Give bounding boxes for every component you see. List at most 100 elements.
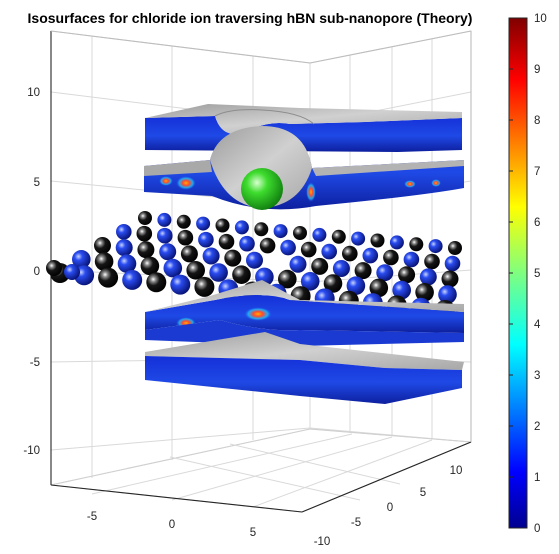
nitrogen-atom <box>234 220 249 235</box>
nitrogen-atom <box>362 247 379 264</box>
nitrogen-atom <box>392 280 412 300</box>
nitrogen-atom <box>117 254 137 273</box>
boron-atom <box>293 226 307 240</box>
boron-atom <box>98 267 119 288</box>
nitrogen-atom <box>115 239 133 257</box>
boron-atom <box>300 241 317 258</box>
nitrogen-atom <box>321 243 338 260</box>
nitrogen-atom <box>273 224 288 239</box>
boron-atom <box>259 237 276 254</box>
boron-atom <box>46 260 62 276</box>
colorbar-tick-label: 5 <box>534 268 540 280</box>
z-tick-label: 5 <box>34 177 40 189</box>
nitrogen-atom <box>403 251 420 268</box>
nitrogen-atom <box>444 255 461 272</box>
boron-atom <box>278 269 297 289</box>
boron-atom <box>146 272 167 293</box>
boron-atom <box>136 225 153 242</box>
boron-atom <box>409 237 424 252</box>
colorbar-tick-label: 7 <box>534 166 540 178</box>
y-axis-ticks: -10 -5 0 5 10 <box>314 465 463 548</box>
x-tick-label: 5 <box>250 527 256 539</box>
y-tick-label: -5 <box>351 517 361 529</box>
colorbar-tick-label: 2 <box>534 421 540 433</box>
boron-atom <box>254 222 269 237</box>
nitrogen-atom <box>170 274 191 295</box>
boron-atom <box>180 245 198 263</box>
boron-atom <box>218 233 235 250</box>
boron-atom <box>224 249 242 267</box>
nitrogen-atom <box>351 231 366 246</box>
boron-atom <box>177 229 194 246</box>
nitrogen-atom <box>159 243 177 261</box>
nitrogen-atom <box>428 239 443 254</box>
z-tick-label: -5 <box>30 357 40 369</box>
boron-atom <box>342 245 358 262</box>
nitrogen-atom <box>312 227 327 242</box>
z-tick-label: 0 <box>34 266 40 278</box>
boron-atom <box>311 257 329 275</box>
colorbar-tick-label: 4 <box>534 319 541 331</box>
nitrogen-atom <box>72 249 91 269</box>
colorbar-tick-label: 8 <box>534 115 540 127</box>
y-tick-label: 10 <box>450 465 463 477</box>
boron-atom <box>424 253 440 270</box>
boron-atom <box>137 241 155 259</box>
boron-atom <box>448 241 462 255</box>
boron-atom <box>370 233 385 248</box>
boron-atom <box>354 262 372 280</box>
nitrogen-atom <box>280 239 296 256</box>
z-tick-label: 10 <box>27 87 40 99</box>
boron-atom <box>232 265 251 285</box>
lower-slab-lower <box>145 332 464 404</box>
nitrogen-atom <box>438 285 457 304</box>
boron-atom <box>215 218 230 233</box>
nitrogen-atom <box>196 216 211 231</box>
axes-edges <box>50 30 472 513</box>
boron-atom <box>94 252 114 271</box>
boron-atom <box>331 229 346 244</box>
boron-atom <box>138 211 152 225</box>
boron-atom <box>94 237 111 254</box>
y-tick-label: 5 <box>420 487 426 499</box>
y-tick-label: 0 <box>387 502 393 514</box>
boron-atom <box>140 256 160 276</box>
boron-atom <box>441 270 459 288</box>
boron-atom <box>194 276 215 297</box>
nitrogen-atom <box>116 224 132 240</box>
nitrogen-atom <box>332 260 350 277</box>
y-tick-label: -10 <box>314 536 331 548</box>
nitrogen-atom <box>239 235 255 252</box>
nitrogen-atom <box>376 264 394 282</box>
hbn-monolayer <box>46 211 462 320</box>
x-tick-label: 0 <box>169 519 175 531</box>
boron-atom <box>415 283 434 302</box>
z-tick-label: -10 <box>23 445 40 457</box>
nitrogen-atom <box>419 268 437 286</box>
nitrogen-atom <box>246 251 263 269</box>
boron-atom <box>398 266 416 284</box>
boron-atom <box>383 249 399 266</box>
boron-atom <box>186 261 205 280</box>
nitrogen-atom <box>289 255 307 273</box>
boron-atom <box>369 278 389 298</box>
nitrogen-atom <box>198 231 214 248</box>
nitrogen-atom <box>346 276 366 296</box>
x-tick-label: -5 <box>87 511 97 523</box>
x-axis-ticks: -5 0 5 <box>87 511 256 539</box>
chart-title: Isosurfaces for chloride ion traversing … <box>27 10 473 26</box>
nitrogen-atom <box>157 227 173 244</box>
z-axis-ticks: 10 5 0 -5 -10 <box>23 87 40 457</box>
nitrogen-atom <box>389 235 404 250</box>
colorbar-tick-label: 0 <box>534 523 540 535</box>
nitrogen-atom <box>122 269 143 290</box>
nitrogen-atom <box>202 247 220 265</box>
nitrogen-atom <box>163 258 183 278</box>
upper-slab-bulge <box>144 126 464 210</box>
colorbar-tick-label: 9 <box>534 64 540 76</box>
colorbar-tick-label: 1 <box>534 472 540 484</box>
boron-atom <box>176 214 191 229</box>
colorbar-tick-label: 3 <box>534 370 540 382</box>
